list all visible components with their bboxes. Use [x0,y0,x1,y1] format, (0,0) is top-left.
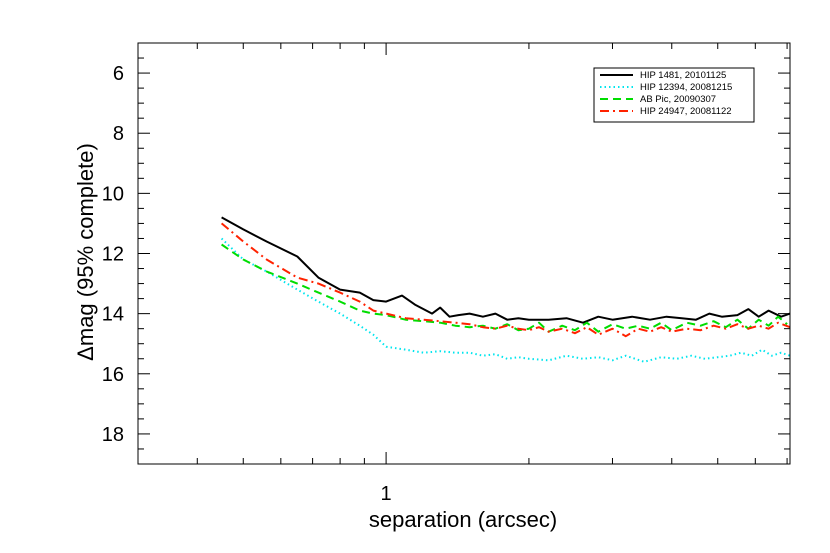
y-tick-label: 14 [102,304,124,326]
tick-labels: 6 8 10 12 14 16 18 1 [102,63,392,505]
y-tick-label: 12 [102,244,124,266]
y-tick-label: 18 [102,424,124,446]
series-line-4 [220,222,791,338]
legend-label-2: HIP 12394, 20081215 [640,82,732,93]
y-tick-label: 8 [113,123,124,145]
y-tick-label: 16 [102,364,124,386]
plot-lines [220,216,791,363]
x-tick-label: 1 [381,483,392,505]
legend-label-4: HIP 24947, 20081122 [640,106,732,117]
series-line-1 [221,216,791,324]
axis-ticks [137,42,790,465]
legend-label-3: AB Pic, 20090307 [640,94,716,105]
y-axis-title: Δmag (95% complete) [73,143,98,361]
y-tick-label: 6 [113,63,124,85]
y-tick-label: 10 [102,183,124,205]
series-line-2 [220,237,791,363]
legend-box [593,67,755,123]
x-axis-title: separation (arcsec) [369,507,557,532]
legend-label-1: HIP 1481, 20101125 [640,70,726,81]
